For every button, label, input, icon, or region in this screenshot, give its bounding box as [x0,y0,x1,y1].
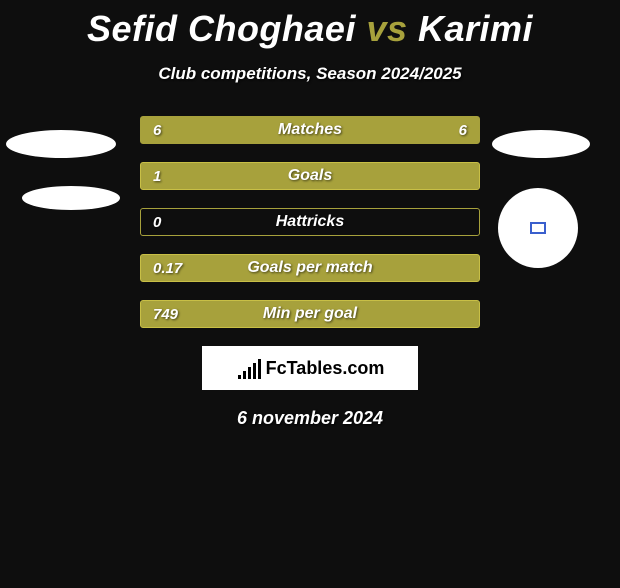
stat-label: Min per goal [263,305,357,323]
decorative-circle [498,188,578,268]
comparison-title: Sefid Choghaei vs Karimi [0,8,620,50]
stat-left-value: 0 [153,214,161,231]
decorative-ellipse [492,130,590,158]
stat-left-value: 1 [153,168,161,185]
logo-text: FcTables.com [266,358,385,379]
player2-name: Karimi [418,8,533,49]
mini-badge-icon [530,222,546,234]
date-text: 6 november 2024 [0,408,620,429]
stat-label: Matches [278,121,342,139]
stat-label: Goals per match [247,259,372,277]
stat-row-min-per-goal: 749 Min per goal [140,300,480,328]
stat-row-matches: 6 Matches 6 [140,116,480,144]
fctables-logo: FcTables.com [202,346,418,390]
stat-label: Hattricks [276,213,344,231]
stat-left-value: 6 [153,122,161,139]
stat-label: Goals [288,167,332,185]
bar-chart-icon [236,357,262,379]
decorative-ellipse [22,186,120,210]
stat-row-goals: 1 Goals [140,162,480,190]
stat-left-value: 0.17 [153,260,182,277]
player1-name: Sefid Choghaei [87,8,356,49]
decorative-ellipse [6,130,116,158]
subtitle: Club competitions, Season 2024/2025 [0,64,620,84]
stat-row-hattricks: 0 Hattricks [140,208,480,236]
stat-left-value: 749 [153,306,178,323]
vs-text: vs [356,8,418,49]
stat-row-goals-per-match: 0.17 Goals per match [140,254,480,282]
stat-right-value: 6 [459,122,467,139]
stats-table: 6 Matches 6 1 Goals 0 Hattricks 0.17 Goals per m… [140,116,480,328]
